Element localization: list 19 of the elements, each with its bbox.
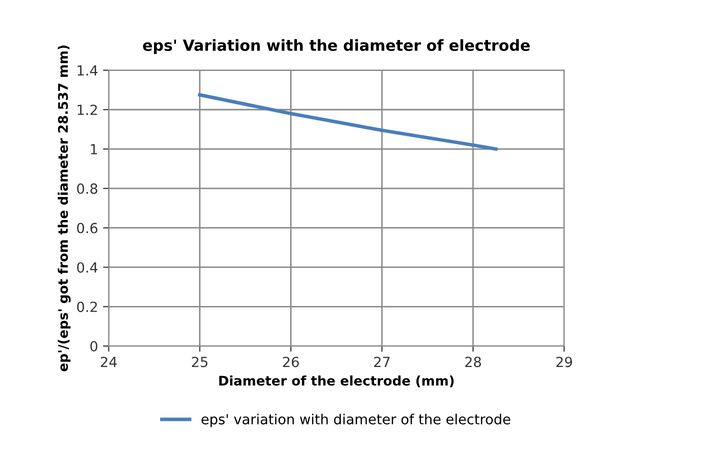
y-tick-label: 0 [90, 341, 98, 352]
y-tick-label: 1.2 [78, 104, 97, 115]
x-tick-label: 26 [283, 356, 299, 368]
y-tick-label: 1 [90, 144, 97, 154]
x-tick-label: 25 [192, 356, 208, 368]
y-axis-title: ep'/(eps' got from the diameter 28.537 mm) [58, 46, 71, 372]
line-series [198, 93, 498, 151]
chart-title: eps' Variation with the diameter of electrode [143, 39, 530, 54]
y-tick-label: 0.6 [77, 222, 98, 234]
legend-label: eps' variation with diameter of the electrode [202, 414, 510, 428]
x-tick-label: 27 [374, 356, 390, 368]
x-tick-label: 28 [465, 356, 481, 368]
y-tick-label: 0.8 [77, 183, 98, 194]
x-axis-title: Diameter of the electrode (mm) [219, 375, 454, 388]
y-tick-label: 0.2 [77, 302, 97, 312]
x-tick-label: 24 [100, 356, 117, 368]
y-tick-label: 1.4 [78, 65, 98, 76]
x-tick-label: 29 [556, 356, 572, 368]
y-tick-label: 0.4 [77, 262, 98, 273]
